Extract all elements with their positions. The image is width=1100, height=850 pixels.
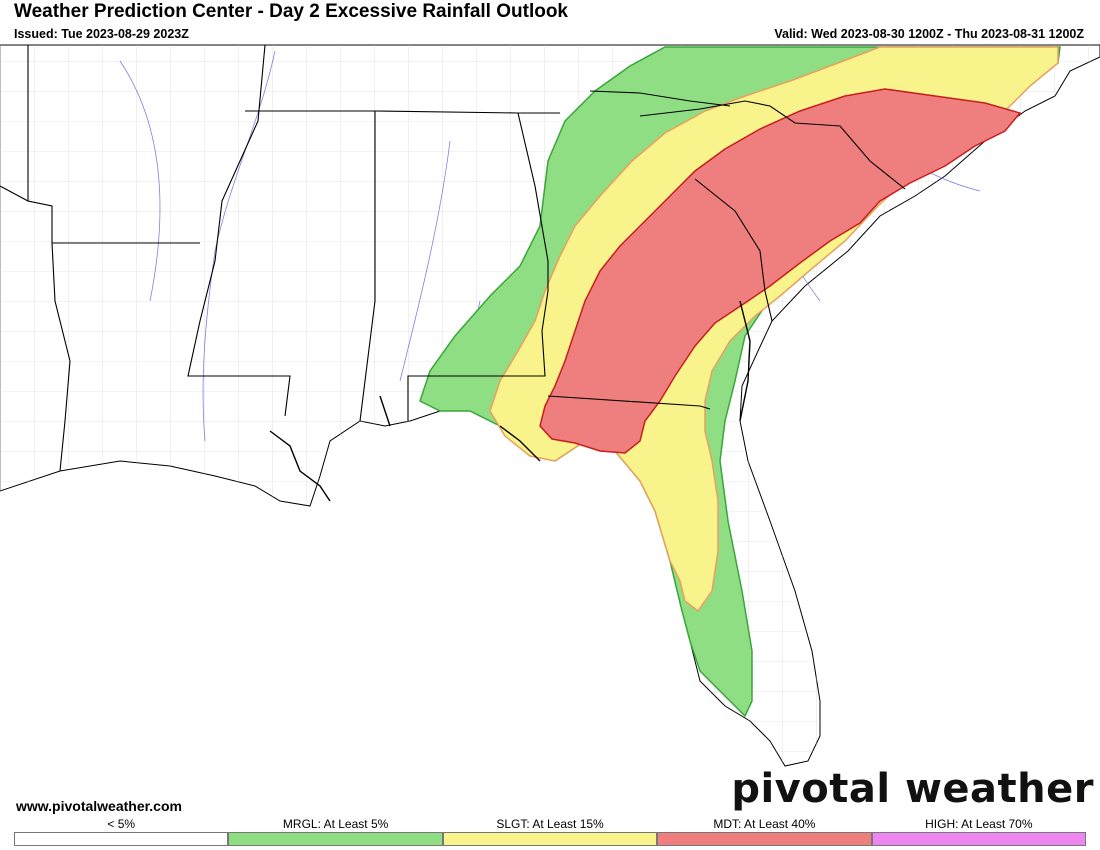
risk-legend: < 5% MRGL: At Least 5% SLGT: At Least 15… [14, 817, 1087, 847]
legend-swatch [228, 832, 443, 846]
legend-label: SLGT: At Least 15% [496, 817, 604, 831]
map-title: Weather Prediction Center - Day 2 Excess… [14, 1, 568, 22]
legend-swatch [657, 832, 872, 846]
legend-swatch [442, 832, 658, 846]
state-borders [0, 45, 906, 472]
legend-item-none: < 5% [14, 817, 229, 847]
legend-label: MDT: At Least 40% [713, 817, 816, 831]
slgt-risk-area[interactable] [489, 46, 1059, 613]
site-url[interactable]: www.pivotalweather.com [16, 798, 182, 814]
legend-label: HIGH: At Least 70% [925, 817, 1033, 831]
legend-label: MRGL: At Least 5% [282, 817, 389, 831]
brand-logo: pivotal weather [731, 766, 1094, 812]
map-header: Weather Prediction Center - Day 2 Excess… [0, 0, 1100, 44]
legend-item-mrgl: MRGL: At Least 5% [228, 817, 443, 847]
outlook-map[interactable] [0, 44, 1100, 817]
valid-period: Valid: Wed 2023-08-30 1200Z - Thu 2023-0… [774, 27, 1084, 41]
legend-item-high: HIGH: At Least 70% [871, 817, 1087, 847]
legend-item-mdt: MDT: At Least 40% [657, 817, 872, 847]
mdt-risk-area[interactable] [539, 88, 1022, 454]
legend-swatch [14, 832, 229, 846]
coastline-detail [269, 300, 751, 502]
legend-swatch [871, 832, 1087, 846]
issued-time: Issued: Tue 2023-08-29 2023Z [14, 27, 189, 41]
legend-label: < 5% [107, 817, 136, 831]
legend-item-slgt: SLGT: At Least 15% [442, 817, 658, 847]
